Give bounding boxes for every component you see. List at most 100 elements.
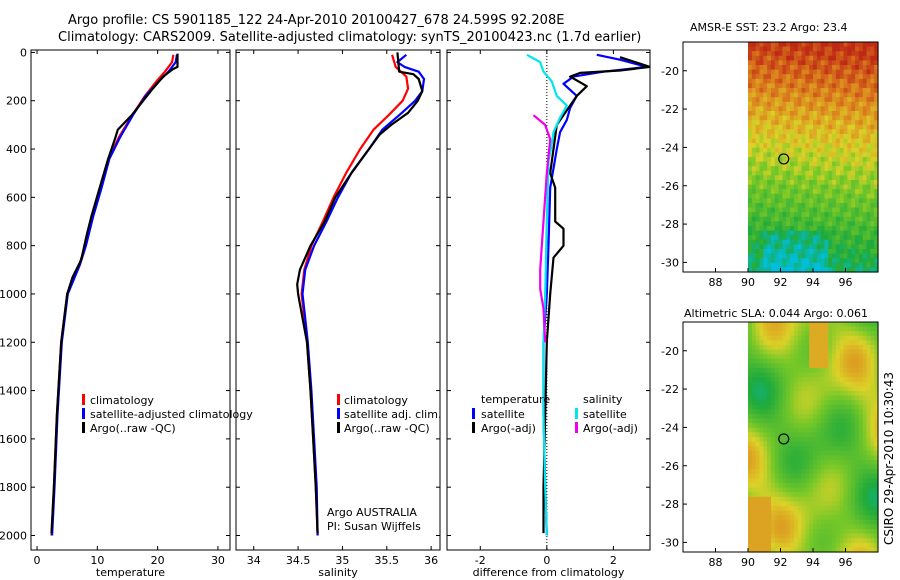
sst_map-cell [824,166,829,172]
sst_map-cell [793,189,799,195]
sst_map-cell [835,97,841,103]
sla_map-cell [786,542,791,548]
sst_map-cell [866,101,871,107]
sla_map-cell [858,487,864,493]
sst_map-cell [858,143,864,149]
sla_map-cell [774,404,780,410]
sla_map-cell [870,483,875,489]
sst_map-cell [778,198,784,204]
sla_map-cell [874,395,879,401]
sla_map-cell [790,464,795,470]
sst_map-cell [858,239,864,245]
sst_map-cell [813,193,818,199]
sst_map-cell [843,124,849,130]
sst_map-cell [839,111,845,117]
sst_map-cell [786,267,791,273]
sst_map-cell [748,120,753,126]
sst_map-cell [797,212,803,218]
sst_map-cell [847,198,852,204]
sla_map-cell [751,349,757,355]
sst_map-cell [839,267,845,273]
sst_map-cell [793,120,799,126]
sst_map-cell [755,55,761,61]
sla_map-cell [797,538,803,544]
sst_map-cell [774,147,780,153]
sla_map-cell [813,331,818,337]
sla_map-cell [790,547,795,553]
sst_map-cell [820,258,826,264]
sst_map-cell [874,115,879,121]
sla_map-cell [774,340,780,346]
sst_map-cell [770,83,776,89]
sst_map-cell [801,170,806,176]
sla_map-cell [778,515,784,521]
sst_map-cell [755,193,761,199]
sla_map-cell [751,354,757,360]
sst_map-cell [809,101,814,107]
sst_map-cell [774,157,780,163]
sst_map-cell [801,157,806,163]
sst_map-cell [805,249,810,255]
sla_map-cell [778,492,784,498]
sst_map-cell [759,230,764,236]
sst_map-cell [813,55,818,61]
sst_map-cell [793,203,799,209]
sla_map-cell [855,510,860,516]
sst_map-cell [839,55,845,61]
sst_map-cell [813,152,818,158]
sla_map-cell [816,381,822,387]
sla_map-cell [755,524,761,530]
sla_map-cell [832,322,837,328]
sla_map-cell [759,400,764,406]
sla_map-cell [809,460,814,466]
sst_map-cell [862,92,868,98]
sla_map-cell [862,409,868,415]
sla_map-cell [839,372,845,378]
sla_map-cell [855,501,860,507]
sla_map-cell [835,335,841,341]
sst_map-cell [774,258,780,264]
sla_map-cell [790,340,795,346]
sla_map-cell [870,409,875,415]
sst_map-cell [805,46,810,52]
sst_map-cell [782,212,787,218]
sla_map-cell [835,538,841,544]
sla_map-cell [770,331,776,337]
sst_map-cell [763,115,768,121]
sst_map-cell [751,180,757,186]
sla_map-cell [748,391,753,397]
sst_map-cell [813,161,818,167]
sla_map-cell [805,409,810,415]
sla_map-cell [870,455,875,461]
sla_map-cell [866,340,871,346]
sla_map-cell [759,460,764,466]
sst_map-cell [793,111,799,117]
sla_map-cell [820,400,826,406]
sla_map-cell [824,460,829,466]
sst_map-cell [793,249,799,255]
sla_map-cell [790,335,795,341]
sla_map-cell [763,538,768,544]
sst_map-cell [874,120,879,126]
sst_map-cell [828,239,833,245]
difference-xtick-label: 2 [610,554,617,567]
sla_map-cell [748,529,753,535]
sla_map-cell [870,363,875,369]
sst_map-cell [778,203,784,209]
sst_map-cell [870,198,875,204]
sst_map-cell [824,249,829,255]
sst_map-cell [832,65,837,71]
sla_map-cell [835,524,841,530]
sst_map-cell [858,166,864,172]
sst_map-cell [855,115,860,121]
sla_map-cell [770,524,776,530]
sst_map-cell [828,244,833,250]
sst_map-cell [862,83,868,89]
sst_map-cell [870,106,875,112]
sst_map-cell [782,147,787,153]
sst_map-cell [866,106,871,112]
sla_map-cell [797,450,803,456]
sla_map-cell [755,542,761,548]
sla_map-cell [748,409,753,415]
